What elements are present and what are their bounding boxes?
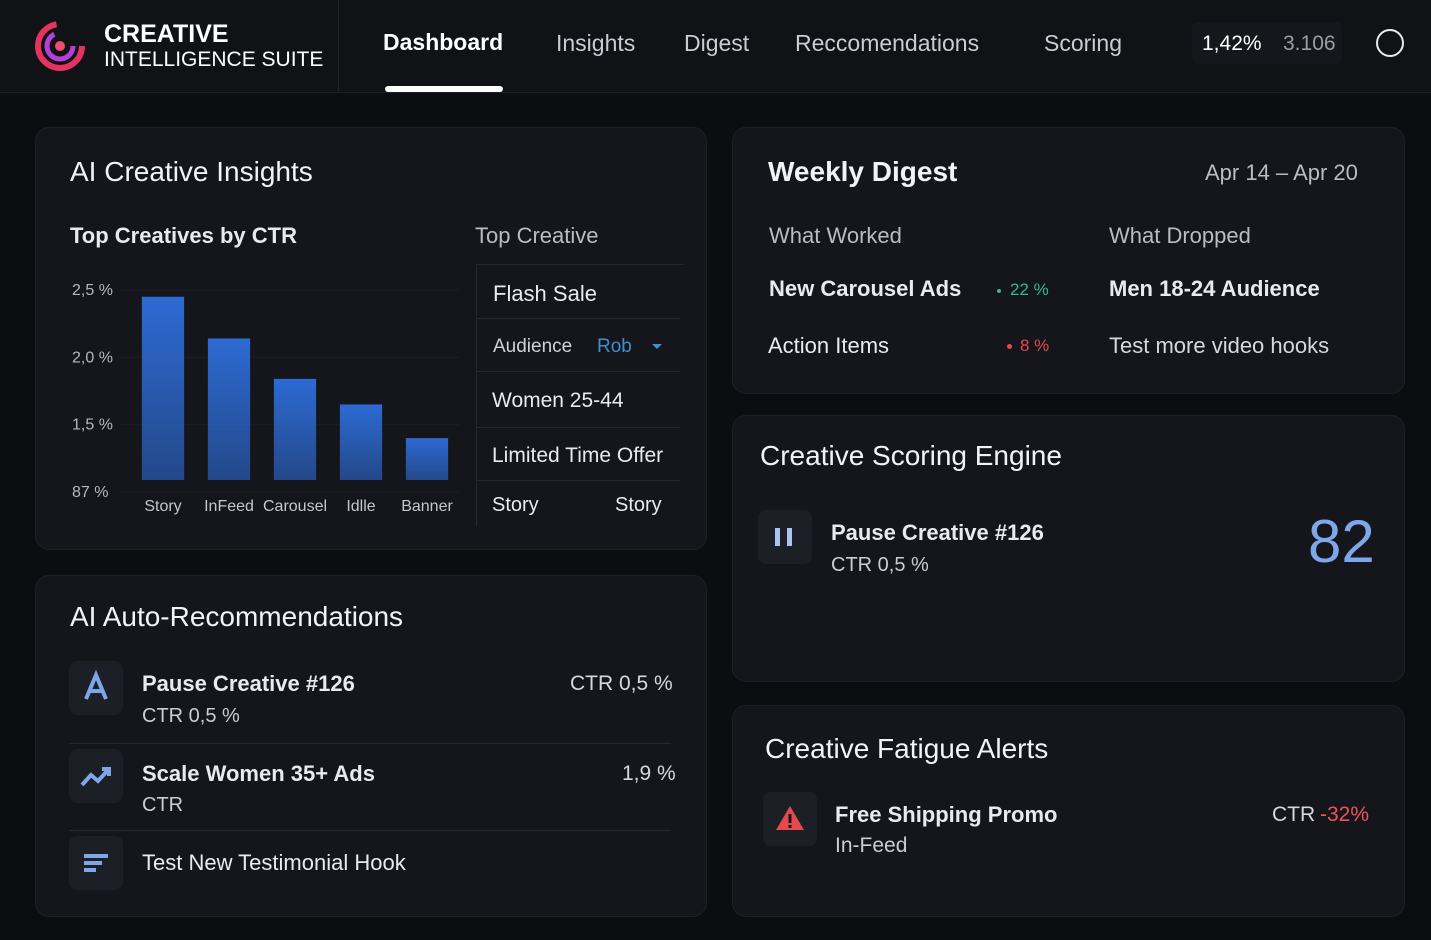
digest-item: Test more video hooks <box>1109 333 1330 358</box>
column-label: What Dropped <box>1109 223 1251 248</box>
rec-title: Pause Creative #126 <box>142 671 355 696</box>
panel-title: AI Auto-Recommendations <box>70 601 404 632</box>
digest-item: New Carousel Ads <box>769 276 962 301</box>
icon <box>758 510 812 564</box>
date-range: Apr 14 – Apr 20 <box>1205 160 1358 185</box>
section-label: Top Creative <box>475 223 599 248</box>
nav-item[interactable]: Scoring <box>1044 30 1122 56</box>
x-tick-label: Story <box>144 498 181 515</box>
divider <box>476 371 680 372</box>
metric-value: -32% <box>1320 803 1370 826</box>
bar <box>405 438 449 480</box>
digest-item: Men 18-24 Audience <box>1109 276 1320 301</box>
rec-title: Scale Women 35+ Ads <box>142 761 375 786</box>
format: Story <box>615 494 662 516</box>
divider <box>69 830 671 831</box>
icon <box>763 792 817 846</box>
segment: Women 25-44 <box>492 389 624 412</box>
audience-dropdown[interactable]: Rob <box>597 336 632 357</box>
rec-subtitle: CTR <box>142 794 184 816</box>
panel-title: Creative Fatigue Alerts <box>765 733 1049 764</box>
score: 82 <box>1308 508 1375 575</box>
stat: 1,42% <box>1202 32 1262 55</box>
icon <box>69 836 123 890</box>
recommendations-panel <box>35 575 707 917</box>
dot <box>997 289 1001 293</box>
score-item: Pause Creative #126 <box>831 520 1044 545</box>
rec-title: Test New Testimonial Hook <box>142 850 406 875</box>
field-label: Audience <box>493 336 573 357</box>
x-tick-label: Carousel <box>263 498 327 515</box>
bar <box>339 404 383 480</box>
rec-metric: 1,9 % <box>622 762 676 785</box>
creative-name: Flash Sale <box>493 281 597 306</box>
icon <box>69 661 123 715</box>
column-label: What Worked <box>769 223 902 248</box>
digest-item: Action Items <box>768 333 890 358</box>
dropdown-caret <box>652 344 662 349</box>
y-tick-label: 2,5 % <box>72 282 113 299</box>
divider <box>69 743 671 744</box>
nav-indicator <box>385 86 503 92</box>
divider <box>476 427 680 428</box>
brand: CREATIVE <box>104 20 229 48</box>
offer: Limited Time Offer <box>492 444 664 467</box>
alert-item: Free Shipping Promo <box>835 802 1058 827</box>
bar <box>141 296 185 480</box>
rec-metric: CTR 0,5 % <box>570 672 673 695</box>
panel-title: Weekly Digest <box>768 156 958 187</box>
icon <box>69 749 123 803</box>
bar <box>273 378 317 480</box>
nav-item[interactable]: Reccomendations <box>795 30 980 56</box>
y-tick-label: 1,5 % <box>72 417 113 434</box>
y-tick-label: 87 % <box>72 484 108 501</box>
scoring-panel <box>732 415 1405 682</box>
score-subtitle: CTR 0,5 % <box>831 554 929 576</box>
divider <box>476 480 680 481</box>
chart-title: Top Creatives by CTR <box>70 223 297 248</box>
stat: 3.106 <box>1283 32 1336 55</box>
bar-chart: 2,5 % 2,0 % 1,5 % 87 % Story InFeed Carousel Id… <box>72 282 460 515</box>
metric-label: CTR <box>1272 803 1316 826</box>
nav-item[interactable]: Dashboard <box>383 29 504 55</box>
divider <box>476 264 477 526</box>
profile-button[interactable] <box>1376 29 1404 57</box>
y-tick-label: 2,0 % <box>72 349 113 366</box>
nav-item[interactable]: Insights <box>556 30 636 56</box>
x-tick-label: InFeed <box>204 498 254 515</box>
change: 22 % <box>1010 280 1049 299</box>
x-tick-label: Banner <box>401 498 453 515</box>
fatigue-panel <box>732 705 1405 917</box>
panel-title: Creative Scoring Engine <box>760 440 1062 471</box>
divider <box>338 0 339 92</box>
logo <box>35 21 85 71</box>
bar <box>207 338 251 480</box>
nav-item[interactable]: Digest <box>684 30 750 56</box>
change: 8 % <box>1020 336 1050 355</box>
brand: INTELLIGENCE SUITE <box>104 48 324 71</box>
divider <box>476 264 684 265</box>
panel-title: AI Creative Insights <box>70 156 313 187</box>
format: Story <box>492 494 539 516</box>
divider <box>476 318 680 319</box>
rec-subtitle: CTR 0,5 % <box>142 705 240 727</box>
x-tick-label: Idlle <box>346 498 375 515</box>
digest-panel <box>732 127 1405 394</box>
dot <box>1007 344 1012 349</box>
stat-box <box>1192 22 1342 64</box>
alert-subtitle: In-Feed <box>835 834 908 857</box>
